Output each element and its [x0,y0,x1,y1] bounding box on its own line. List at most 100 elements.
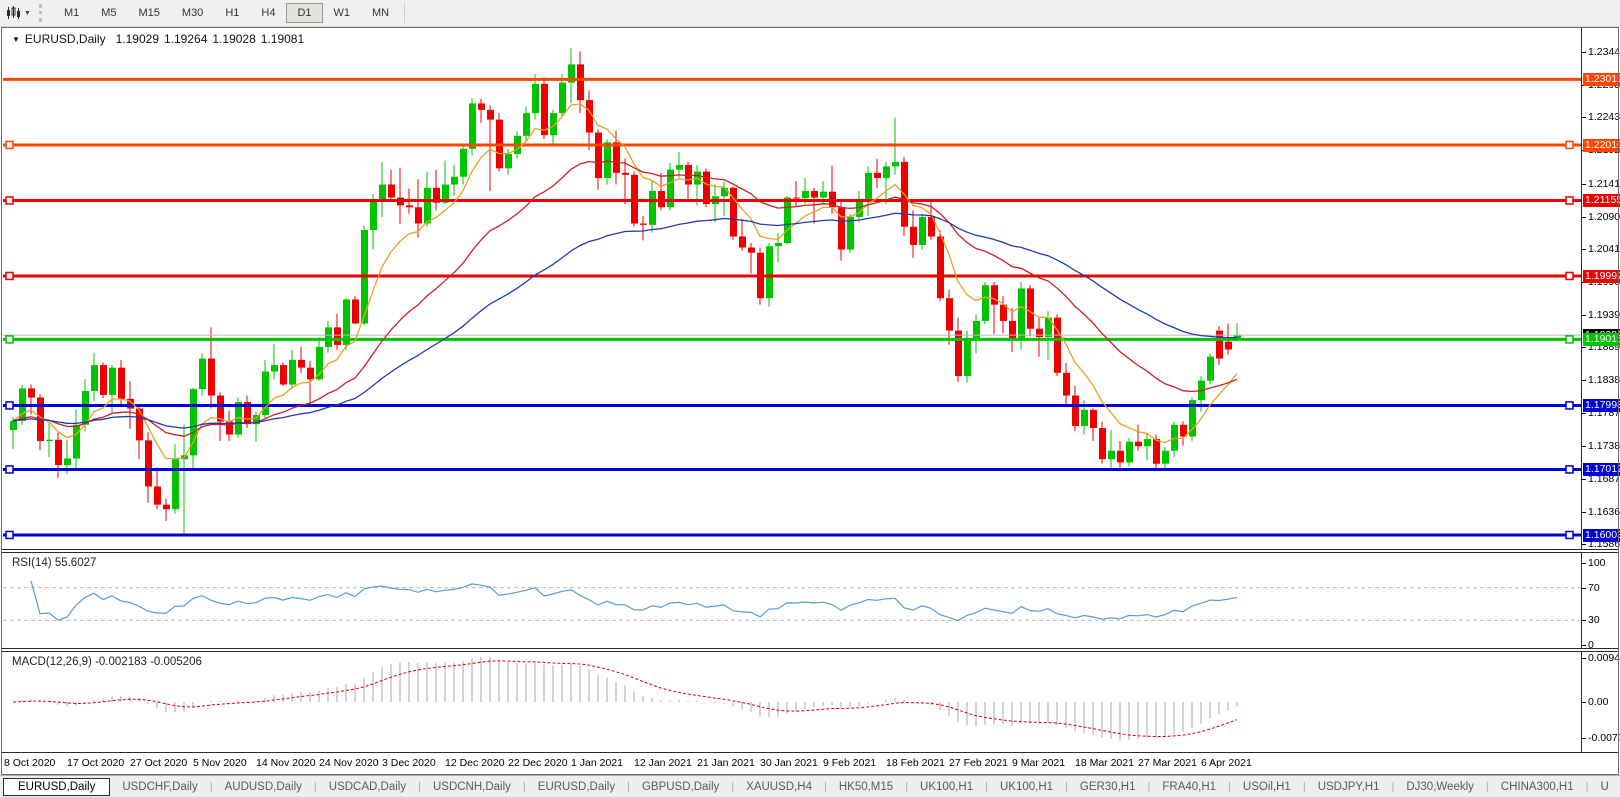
hline-price-label: 1.16003 [1583,529,1620,542]
panel-separator[interactable] [2,549,1618,553]
hline-handle[interactable] [1565,530,1574,540]
price-tick: 1.19390 [1588,309,1620,321]
hline-handle[interactable] [1565,140,1574,150]
hline-handle[interactable] [1565,335,1574,344]
hline-price-label: 1.17998 [1583,399,1620,412]
timeframe-m5[interactable]: M5 [101,7,117,19]
chart-tab-fra40-h1[interactable]: FRA40,H1 [1162,781,1217,793]
date-label: 21 Jan 2021 [697,757,755,769]
tab-separator: | [823,781,827,793]
chart-tab-dj30-weekly[interactable]: DJ30,Weekly [1406,781,1474,793]
price-tick: 1.23440 [1588,46,1620,58]
tab-separator: | [1065,781,1068,793]
chart-tab-xauusd-h4[interactable]: XAUUSD,H4 [746,781,812,793]
date-label: 27 Feb 2021 [949,757,1008,769]
price-tick: 1.17380 [1588,440,1620,452]
chart-tab-uk100-h1[interactable]: UK100,H1 [999,781,1054,793]
rsi-tick: 0 [1588,639,1594,651]
chart-type-button[interactable]: ▼ [2,4,35,22]
timeframe-buttons: M1 M5 M15 M30 H1 H4 D1 W1 MN [53,3,400,23]
hline-handle[interactable] [5,271,14,281]
tab-separator: | [1585,781,1589,793]
rsi-label: RSI(14) 55.6027 [12,557,97,569]
panel-separator[interactable] [2,648,1618,652]
tab-separator: | [627,781,630,793]
ohlc-open: 1.19029 [115,32,159,46]
chart-tab-usdcnh-daily[interactable]: USDCNH,Daily [432,781,511,793]
price-chart [3,48,1581,540]
ma-fast [12,103,1238,460]
ma-medium [12,160,1238,437]
price-tick: 1.20905 [1588,211,1620,223]
candlestick-chart-icon [7,6,20,19]
chart-tab-eurusd-daily[interactable]: EURUSD,Daily [537,781,616,793]
date-label: 22 Dec 2020 [508,757,568,769]
hline-price-label: 1.23019 [1583,73,1620,86]
rsi-tick: 70 [1588,582,1600,594]
price-tick: 1.16360 [1588,506,1620,518]
collapse-triangle-icon[interactable]: ▼ [12,35,20,44]
chart-tab-u[interactable]: U [1600,781,1609,793]
hline-handle[interactable] [1565,465,1574,474]
hline-handle[interactable] [1565,271,1574,281]
hline-handle[interactable] [5,465,14,474]
date-label: 3 Dec 2020 [382,757,436,769]
tab-separator: | [731,781,735,793]
hline-price-label: 1.21155 [1583,194,1620,207]
chart-tab-ger30-h1[interactable]: GER30,H1 [1079,781,1136,793]
date-label: 18 Feb 2021 [886,757,945,769]
timeframe-h1[interactable]: H1 [225,7,240,19]
timeframe-h4[interactable]: H4 [261,7,276,19]
chart-title: ▼ EURUSD,Daily 1.19029 1.19264 1.19028 1.1908… [12,32,309,46]
chart-tab-uk100-h1[interactable]: UK100,H1 [920,781,974,793]
timeframe-m15[interactable]: M15 [138,7,160,19]
chart-tabs-bar: EURUSD,Daily USDCHF,Daily | AUDUSD,Daily | US… [0,775,1620,797]
ohlc-close: 1.19081 [260,32,305,46]
timeframe-m30[interactable]: M30 [181,7,204,19]
timeframe-m1[interactable]: M1 [63,7,80,19]
price-tick: 1.21415 [1588,178,1620,190]
chart-tab-usoil-h1[interactable]: USOil,H1 [1242,781,1291,793]
chart-tab-usdjpy-h1[interactable]: USDJPY,H1 [1317,781,1380,793]
macd-tick: 0.009478 [1588,652,1620,664]
rsi-panel [3,580,1581,622]
candles [10,48,1241,536]
macd-signal-line [12,660,1238,737]
hline-handle[interactable] [1565,196,1574,205]
tab-separator: | [209,781,213,793]
chart-tab-gbpusd-daily[interactable]: GBPUSD,Daily [641,781,720,793]
chart-tab-usdcad-daily[interactable]: USDCAD,Daily [328,781,407,793]
date-label: 14 Nov 2020 [256,757,316,769]
hline-handle[interactable] [1565,401,1574,410]
toolbar-grip [38,4,47,22]
date-label: 8 Oct 2020 [4,757,56,769]
date-label: 30 Jan 2021 [760,757,818,769]
hline-handle[interactable] [5,140,14,150]
tab-separator: | [418,781,421,793]
macd-label: MACD(12,26,9) -0.002183 -0.005206 [12,656,202,668]
chart-tab-eurusd-daily[interactable]: EURUSD,Daily [3,778,111,796]
date-label: 9 Mar 2021 [1012,757,1066,769]
hline-handle[interactable] [5,401,14,410]
chart-tab-hk50-m15[interactable]: HK50,M15 [838,781,894,793]
tab-separator: | [1228,781,1231,793]
chart-tab-audusd-daily[interactable]: AUDUSD,Daily [224,781,302,793]
chart-tab-china300-h1[interactable]: CHINA300,H1 [1500,781,1574,793]
date-label: 18 Mar 2021 [1075,757,1134,769]
hline-handle[interactable] [5,530,14,540]
hline-handle[interactable] [5,335,14,344]
tab-separator: | [313,781,317,793]
tab-separator: | [1485,781,1489,793]
timeframe-mn[interactable]: MN [372,7,390,19]
timeframe-d1[interactable]: D1 [286,3,323,23]
chart-tab-usdchf-daily[interactable]: USDCHF,Daily [122,781,198,793]
price-tick: 1.16870 [1588,473,1620,485]
price-tick: 1.22435 [1588,111,1620,123]
ohlc-low: 1.19028 [212,32,256,46]
hline-handle[interactable] [5,196,14,205]
time-axis-separator [2,752,1618,753]
rsi-line [30,580,1238,622]
toolbar: ▼ M1 M5 M15 M30 H1 H4 D1 W1 MN [0,0,1620,27]
timeframe-w1[interactable]: W1 [333,7,351,19]
date-label: 27 Oct 2020 [130,757,188,769]
